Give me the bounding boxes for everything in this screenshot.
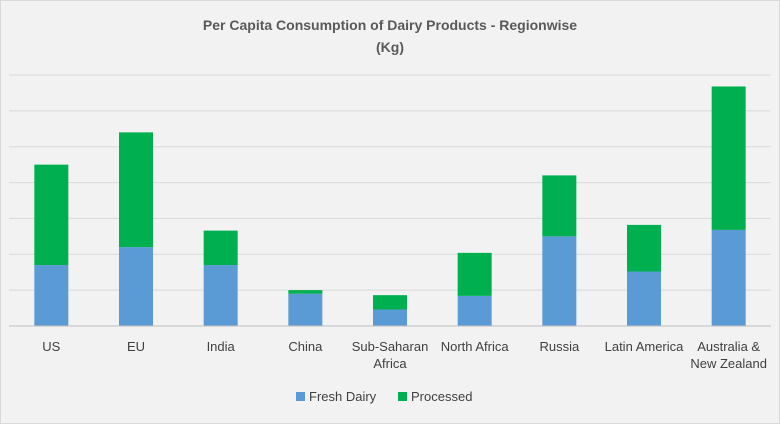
bar-fresh-dairy [627,271,661,326]
bar-fresh-dairy [711,229,746,326]
bar-processed [203,230,238,266]
bar-processed [627,224,661,272]
bar-processed [288,290,323,294]
bar-fresh-dairy [119,247,153,326]
bar-fresh-dairy [203,265,238,326]
category-label: US [42,339,60,354]
legend-label: Processed [411,389,472,404]
category-label: Australia & New Zealand [690,339,767,371]
bar-fresh-dairy [34,265,69,326]
category-labels: US EU India China Sub-Saharan Africa North Afr… [42,339,767,371]
bar-fresh-dairy [373,309,407,326]
category-label: Sub-Saharan Africa [352,339,429,371]
category-label: EU [127,339,145,354]
bar-processed [34,164,69,266]
bars [34,86,746,326]
category-label: China [288,339,323,354]
bar-processed [457,252,492,296]
legend: Fresh Dairy Processed [296,389,472,404]
bar-processed [373,295,407,310]
category-label: Latin America [605,339,685,354]
bar-processed [542,175,577,237]
legend-swatch [398,392,407,401]
legend-label: Fresh Dairy [309,389,377,404]
category-label: Russia [539,339,580,354]
category-label: India [207,339,236,354]
category-label: North Africa [441,339,510,354]
bar-fresh-dairy [288,293,323,326]
chart-title: Per Capita Consumption of Dairy Products… [202,17,578,33]
bar-fresh-dairy [542,236,577,326]
bar-processed [119,132,153,248]
chart-title-block: Per Capita Consumption of Dairy Products… [0,14,780,58]
legend-swatch [296,392,305,401]
chart-subtitle: (Kg) [376,39,404,55]
bar-fresh-dairy [457,295,492,326]
bar-processed [711,86,746,230]
